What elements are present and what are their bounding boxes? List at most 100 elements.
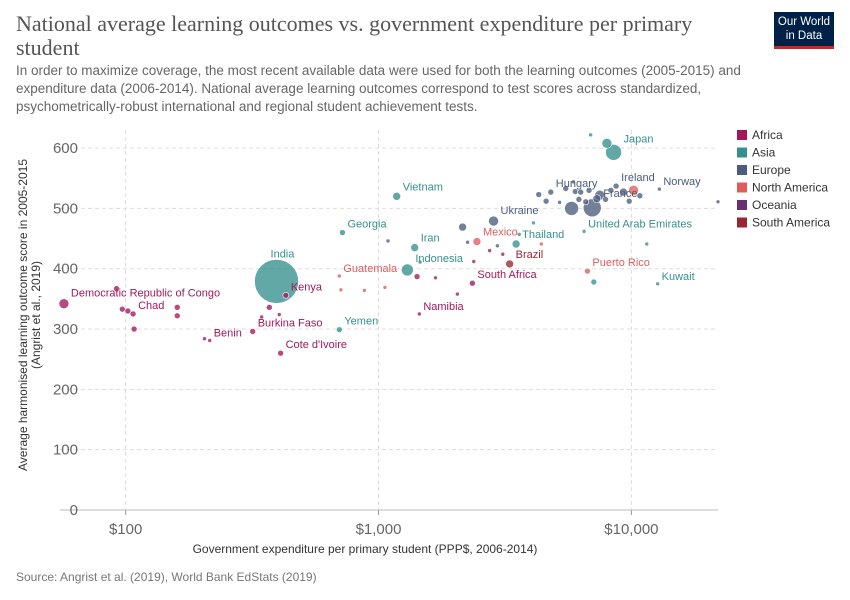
label-brazil: Brazil [516,249,544,261]
point-south-america [471,259,477,264]
y-tick-label: 600 [53,140,78,157]
point-burkina-faso [249,328,257,335]
point-europe [571,179,576,185]
label-georgia: Georgia [347,219,387,231]
label-cote-d-ivoire: Cote d'Ivoire [286,339,347,351]
source-note: Source: Angrist et al. (2019), World Ban… [16,570,317,584]
point-georgia [339,229,346,236]
point-benin [207,338,213,343]
label-mexico: Mexico [483,227,518,239]
point-europe [557,200,562,205]
y-axis-title: Average harmonised learning outcome scor… [16,159,43,471]
point-kuwait [655,281,660,287]
point-africa [130,325,138,333]
point-chad [129,310,137,318]
x-tick-label: $10,000 [604,521,658,538]
y-axis-ticks: 0 100 200 300 400 500 600 [53,140,78,519]
point-europe [458,222,467,232]
point-africa [433,275,438,281]
label-vietnam: Vietnam [403,181,443,193]
owid-logo[interactable]: Our World in Data [774,12,834,49]
label-democratic-republic-of-congo: Democratic Republic of Congo [71,288,220,300]
label-india: India [271,248,296,260]
legend-swatch-africa [737,130,747,140]
point-guatemala [337,273,342,279]
point-iran [410,243,419,252]
label-united-arab-emirates: United Arab Emirates [588,218,692,230]
point-europe [582,198,590,206]
label-yemen: Yemen [344,316,378,328]
label-ukraine: Ukraine [501,205,539,217]
label-france: France [603,188,637,200]
logo-line-1: Our World [777,16,831,28]
legend-item-oceania: Oceania [752,198,797,212]
point-north-america [362,288,367,293]
point-africa [173,304,181,311]
label-chad: Chad [138,300,164,312]
legend-swatch-south-america [737,217,747,228]
label-benin: Benin [214,328,242,340]
point-japan [605,144,622,161]
label-norway: Norway [663,176,701,188]
point-north-america [338,287,344,293]
point-asia [588,132,593,138]
point-asia [516,232,522,237]
point-indonesia [401,263,414,277]
x-axis-ticks: $100 $1,000 $10,000 [109,510,659,538]
point-europe [636,192,644,200]
point-europe [602,196,609,203]
legend-swatch-oceania [737,200,747,210]
point-europe [542,197,550,205]
point-africa [259,314,264,320]
label-south-africa: South Africa [477,269,537,281]
x-axis-title: Government expenditure per primary stude… [193,542,538,556]
point-africa [173,312,181,320]
point-ukraine [488,215,499,227]
point-europe [585,187,593,194]
point-africa [202,336,207,341]
point-south-africa [469,279,476,287]
legend-swatch-north-america [737,182,747,193]
legend[interactable]: Africa Asia Europe North America Oceania Sout… [737,128,830,230]
point-south-america [500,251,506,257]
point-south-america [455,291,460,297]
chart-subtitle: In order to maximize coverage, the most … [16,63,741,114]
point-brazil [505,259,514,269]
point-asia [644,241,650,247]
y-tick-label: 200 [53,381,78,398]
point-europe [592,194,602,204]
point-india [254,259,299,304]
point-europe [495,243,500,249]
x-tick-label: $1,000 [356,521,402,538]
chart-title: National average learning outcomes vs. g… [16,11,693,60]
point-europe [564,201,579,216]
point-asia [531,220,536,226]
point-north-america [538,241,544,247]
point-vietnam [392,192,402,201]
point-europe [715,199,721,205]
point-europe [562,185,570,192]
y-tick-label: 100 [53,442,78,459]
point-ireland [612,182,620,190]
label-kuwait: Kuwait [662,271,695,283]
point-asia [601,137,613,149]
label-ireland: Ireland [621,172,655,184]
point-mexico [472,237,482,246]
point-europe [385,238,391,244]
point-kenya [282,291,290,299]
label-japan: Japan [624,133,654,145]
point-africa [266,304,273,311]
label-iran: Iran [421,233,440,245]
point-asia [590,278,598,286]
legend-item-south-america: South America [752,216,830,230]
point-hungary [547,188,555,196]
point-africa [276,312,282,317]
point-europe [575,196,583,203]
point-norway [657,186,662,192]
label-hungary: Hungary [556,178,598,190]
point-puerto-rico [584,267,591,275]
y-tick-label: 0 [70,502,78,519]
legend-swatch-asia [737,147,747,158]
logo-line-2: in Data [785,30,823,42]
